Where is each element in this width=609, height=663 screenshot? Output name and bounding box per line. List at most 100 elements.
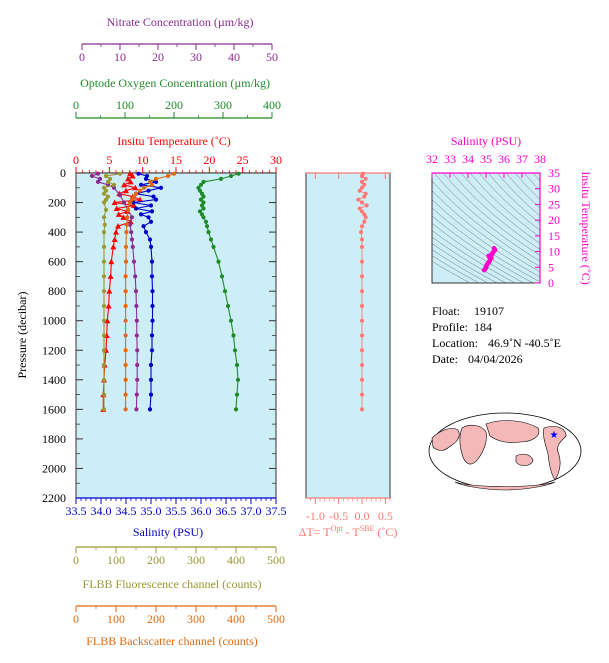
- isopycnal-line: [432, 215, 534, 283]
- fluorescence-point: [101, 303, 107, 309]
- oxygen-axis-title: Optode Oxygen Concentration (µm/kg): [80, 76, 270, 90]
- delta-point: [360, 209, 364, 214]
- nitrate-point: [135, 377, 140, 382]
- delta-panel: [305, 172, 391, 499]
- backscatter-point: [124, 230, 129, 235]
- tick-label: 35.5: [166, 504, 187, 518]
- salinity-line: [133, 173, 162, 410]
- salinity-point: [150, 289, 155, 294]
- oxygen-point: [201, 179, 206, 184]
- delta-point: [360, 237, 364, 242]
- tick-label: 200: [165, 98, 183, 112]
- nitrate-axis-title: Nitrate Concentration (µm/kg): [107, 15, 254, 29]
- float-info: Float: 19107 Profile: 184 Location: 46.9…: [432, 304, 561, 366]
- isopycnal-line: [432, 230, 516, 283]
- delta-point: [363, 215, 368, 220]
- ts-salinity-tick-label: 32: [426, 152, 438, 166]
- backscatter-axis: 0 100 200 300 400 500: [73, 605, 285, 626]
- fluorescence-point: [101, 274, 107, 279]
- pressure-tick-label: 2000: [42, 461, 66, 475]
- delta-point: [360, 244, 364, 249]
- tick-label: 36.0: [191, 504, 212, 518]
- date-label: Date:: [432, 352, 458, 366]
- pressure-tick-label: 1600: [42, 402, 66, 416]
- location-value: 46.9˚N -40.5˚E: [488, 336, 561, 350]
- fluorescence-point: [101, 318, 107, 323]
- salinity-point: [151, 194, 156, 199]
- delta-title-mid: - T: [343, 525, 361, 539]
- isopycnal-line: [523, 173, 540, 191]
- fluorescence-point: [101, 259, 107, 264]
- ts-temperature-title: Insitu Temperature (˚C): [579, 171, 593, 285]
- nitrate-axis: 0 10 20 30 40 50: [79, 43, 278, 64]
- delta-point: [360, 259, 364, 264]
- delta-point: [362, 194, 367, 199]
- oxygen-point: [228, 318, 234, 323]
- fluorescence-point: [101, 333, 107, 338]
- salinity-point: [148, 203, 154, 208]
- tick-label: 200: [147, 553, 165, 567]
- delta-point: [362, 219, 367, 224]
- delta-title-main: ΔT= T: [299, 525, 332, 539]
- delta-point: [363, 176, 368, 181]
- delta-point: [360, 363, 364, 367]
- nitrate-point: [134, 318, 139, 323]
- delta-point: [362, 182, 367, 187]
- isopycnal-line: [505, 173, 540, 209]
- oxygen-point: [203, 219, 209, 224]
- salinity-point: [149, 274, 155, 279]
- backscatter-axis-title: FLBB Backscatter channel (counts): [86, 634, 258, 648]
- ts-salinity-tick-label: 36: [498, 152, 510, 166]
- float-label: Float:: [432, 304, 460, 318]
- salinity-point: [148, 219, 154, 224]
- map-land-americas-east: [431, 428, 460, 451]
- delta-title-sup1: Opt: [331, 524, 344, 533]
- fluorescence-point: [105, 194, 111, 199]
- temperature-point: [113, 205, 120, 211]
- delta-tick-label: 0.5: [378, 509, 393, 523]
- tick-label: 36.5: [216, 504, 237, 518]
- tick-label: 300: [187, 612, 205, 626]
- oxygen-point: [231, 333, 236, 338]
- oxygen-point: [218, 176, 224, 181]
- map-land-americas: [543, 426, 567, 481]
- oxygen-point: [234, 362, 240, 368]
- tick-label: 0: [73, 98, 79, 112]
- backscatter-point: [123, 348, 128, 353]
- isopycnal-line: [460, 173, 540, 244]
- salinity-point: [150, 303, 155, 309]
- tick-label: 500: [267, 553, 285, 567]
- tick-label: 40: [228, 50, 240, 64]
- map-land-asia: [485, 420, 540, 443]
- temperature-point: [137, 196, 143, 203]
- tick-label: 35.0: [141, 504, 162, 518]
- oxygen-point: [204, 224, 210, 229]
- float-location-marker: ★: [550, 430, 559, 441]
- tick-label: 33.5: [66, 504, 87, 518]
- salinity-point: [148, 244, 154, 249]
- isopycnal-line: [487, 173, 540, 224]
- ts-temperature-tick-label: 20: [548, 213, 560, 227]
- fluorescence-point: [101, 191, 107, 196]
- fluorescence-point: [102, 222, 107, 227]
- oxygen-point: [236, 171, 241, 176]
- tick-label: 100: [116, 98, 134, 112]
- date-value: 04/04/2026: [468, 352, 523, 366]
- fluorescence-point: [101, 244, 107, 249]
- tick-label: 0: [73, 612, 79, 626]
- isopycnal-line: [469, 173, 540, 238]
- tick-label: 5: [106, 153, 112, 167]
- tick-label: 400: [227, 612, 245, 626]
- temperature-axis-title: Insitu Temperature (˚C): [117, 134, 231, 148]
- isopycnal-line: [451, 173, 540, 250]
- tick-label: 300: [187, 553, 205, 567]
- pressure-tick-label: 2200: [42, 491, 66, 505]
- oxygen-point: [201, 215, 206, 220]
- salinity-point: [150, 318, 155, 323]
- ts-temperature-tick-label: 35: [548, 166, 560, 180]
- backscatter-point: [125, 215, 130, 220]
- tick-label: 10: [114, 50, 126, 64]
- nitrate-point: [95, 179, 101, 184]
- salinity-point: [149, 259, 155, 264]
- temperature-point: [115, 211, 122, 217]
